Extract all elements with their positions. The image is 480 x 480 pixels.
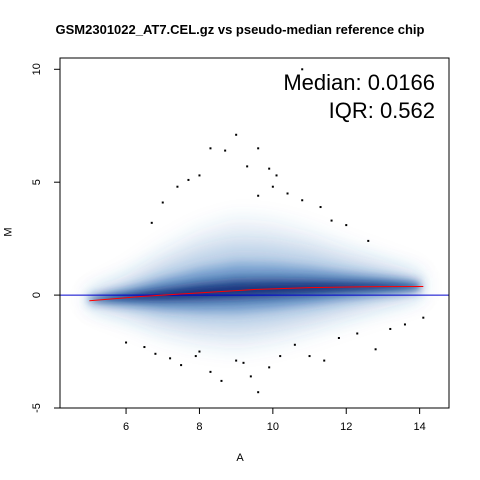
outlier-point — [337, 337, 340, 339]
density-cloud — [89, 218, 420, 350]
outlier-point — [257, 391, 260, 394]
outlier-point — [356, 332, 359, 335]
outlier-point — [169, 357, 172, 360]
outlier-point — [125, 341, 128, 344]
plot-frame — [59, 57, 450, 409]
outlier-point — [150, 221, 153, 224]
x-tick-label: 12 — [340, 421, 352, 433]
outlier-point — [374, 348, 377, 351]
median-annotation: Median: 0.0166 — [283, 70, 435, 95]
y-tick-label: -5 — [31, 403, 43, 413]
outlier-point — [194, 355, 197, 358]
outlier-point — [268, 366, 271, 369]
x-tick-label: 10 — [267, 421, 279, 433]
outlier-point — [319, 206, 322, 209]
x-tick-label: 14 — [414, 421, 426, 433]
loess-curve — [89, 286, 424, 302]
outlier-point — [143, 346, 146, 349]
outlier-point — [422, 316, 425, 319]
outlier-point — [301, 199, 304, 202]
outlier-point — [323, 359, 326, 362]
outlier-point — [224, 149, 227, 152]
outlier-point — [271, 185, 274, 188]
outlier-point — [367, 239, 370, 242]
x-tick-label: 6 — [123, 421, 129, 433]
outlier-point — [330, 219, 333, 222]
outlier-point — [268, 167, 271, 170]
outlier-point — [235, 133, 238, 136]
outlier-points — [125, 68, 425, 394]
outlier-point — [187, 178, 190, 181]
outlier-point — [242, 361, 245, 364]
outlier-point — [279, 355, 282, 358]
outlier-point — [161, 201, 164, 204]
x-axis: 6 8 10 12 14 — [123, 408, 426, 433]
outlier-point — [235, 359, 238, 362]
outlier-point — [176, 185, 179, 188]
outlier-point — [293, 343, 296, 346]
outlier-point — [275, 174, 278, 177]
outlier-point — [403, 323, 406, 326]
outlier-point — [308, 355, 311, 358]
density-peak — [89, 283, 420, 301]
outlier-point — [257, 147, 260, 150]
outlier-point — [257, 194, 260, 197]
iqr-annotation: IQR: 0.562 — [329, 98, 435, 123]
x-tick-label: 8 — [196, 421, 202, 433]
outlier-point — [345, 224, 348, 227]
y-tick-label: 10 — [31, 63, 43, 75]
outlier-point — [209, 147, 212, 150]
outlier-point — [220, 379, 223, 382]
x-axis-label: A — [236, 452, 244, 464]
outlier-point — [180, 364, 183, 367]
outlier-point — [246, 165, 249, 168]
outlier-point — [198, 174, 201, 177]
outlier-point — [389, 327, 392, 330]
outlier-point — [198, 350, 201, 353]
chart-title: GSM2301022_AT7.CEL.gz vs pseudo-median r… — [55, 22, 425, 37]
y-axis: -5 0 5 10 — [31, 63, 60, 413]
outlier-point — [154, 352, 157, 355]
outlier-point — [286, 192, 289, 195]
outlier-point — [301, 68, 304, 71]
outlier-point — [209, 370, 212, 373]
y-tick-label: 0 — [31, 292, 43, 298]
outlier-point — [249, 375, 252, 378]
y-tick-label: 5 — [31, 179, 43, 185]
